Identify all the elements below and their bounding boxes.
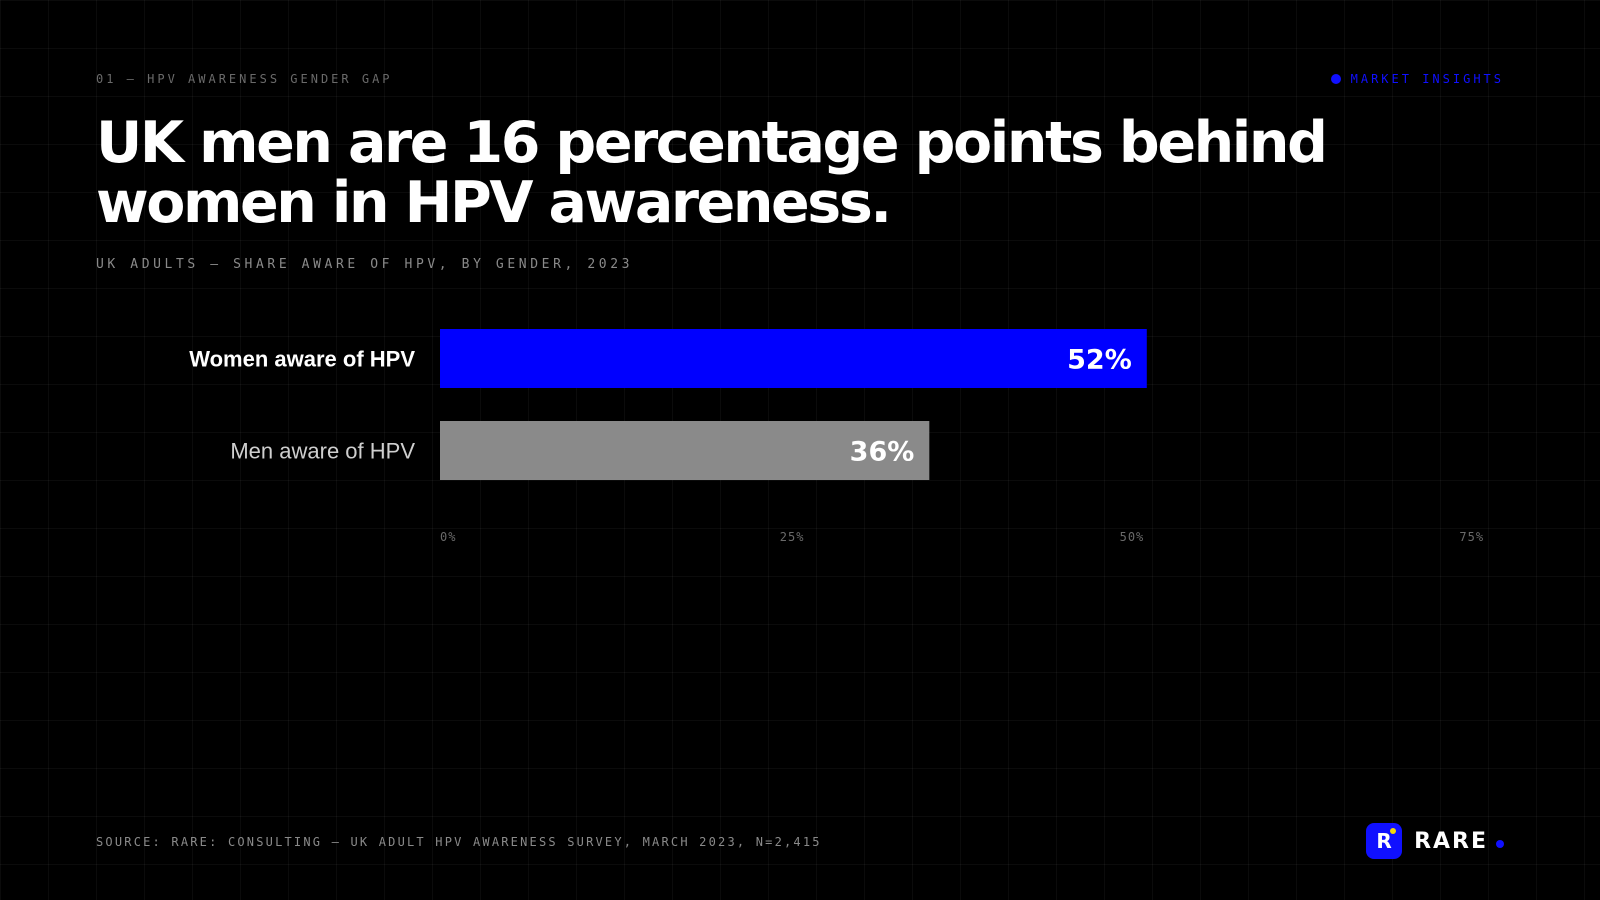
category-label: Men aware of HPV — [230, 439, 415, 464]
bar — [440, 421, 930, 480]
brand-name: RARE — [1414, 828, 1488, 854]
source-note: SOURCE: RARE: CONSULTING — UK ADULT HPV … — [96, 835, 822, 849]
chart-subtitle: UK ADULTS — SHARE AWARE OF HPV, BY GENDE… — [96, 257, 634, 272]
page-title: UK men are 16 percentage points behind w… — [96, 110, 1328, 236]
x-tick-label: 0% — [440, 530, 456, 544]
brand-dot-icon — [1496, 840, 1504, 848]
rare-logo-icon: R — [1366, 823, 1403, 859]
data-label: 52% — [1067, 345, 1132, 376]
bar — [440, 329, 1147, 388]
eyebrow-label: 01 — HPV AWARENESS GENDER GAP — [96, 72, 393, 86]
brand-logo: R RARE — [1366, 823, 1504, 859]
category-label: Women aware of HPV — [189, 347, 415, 372]
x-tick-label: 50% — [1120, 530, 1145, 544]
spark-dot-icon — [1390, 828, 1397, 834]
dot-icon — [1330, 74, 1341, 84]
x-tick-label: 75% — [1459, 530, 1484, 544]
market-insights-tag: MARKET INSIGHTS — [1330, 72, 1504, 86]
x-tick-label: 25% — [780, 530, 805, 544]
data-label: 36% — [850, 437, 915, 468]
tag-label: MARKET INSIGHTS — [1350, 72, 1504, 86]
brand-mark-letter: R — [1376, 829, 1392, 853]
